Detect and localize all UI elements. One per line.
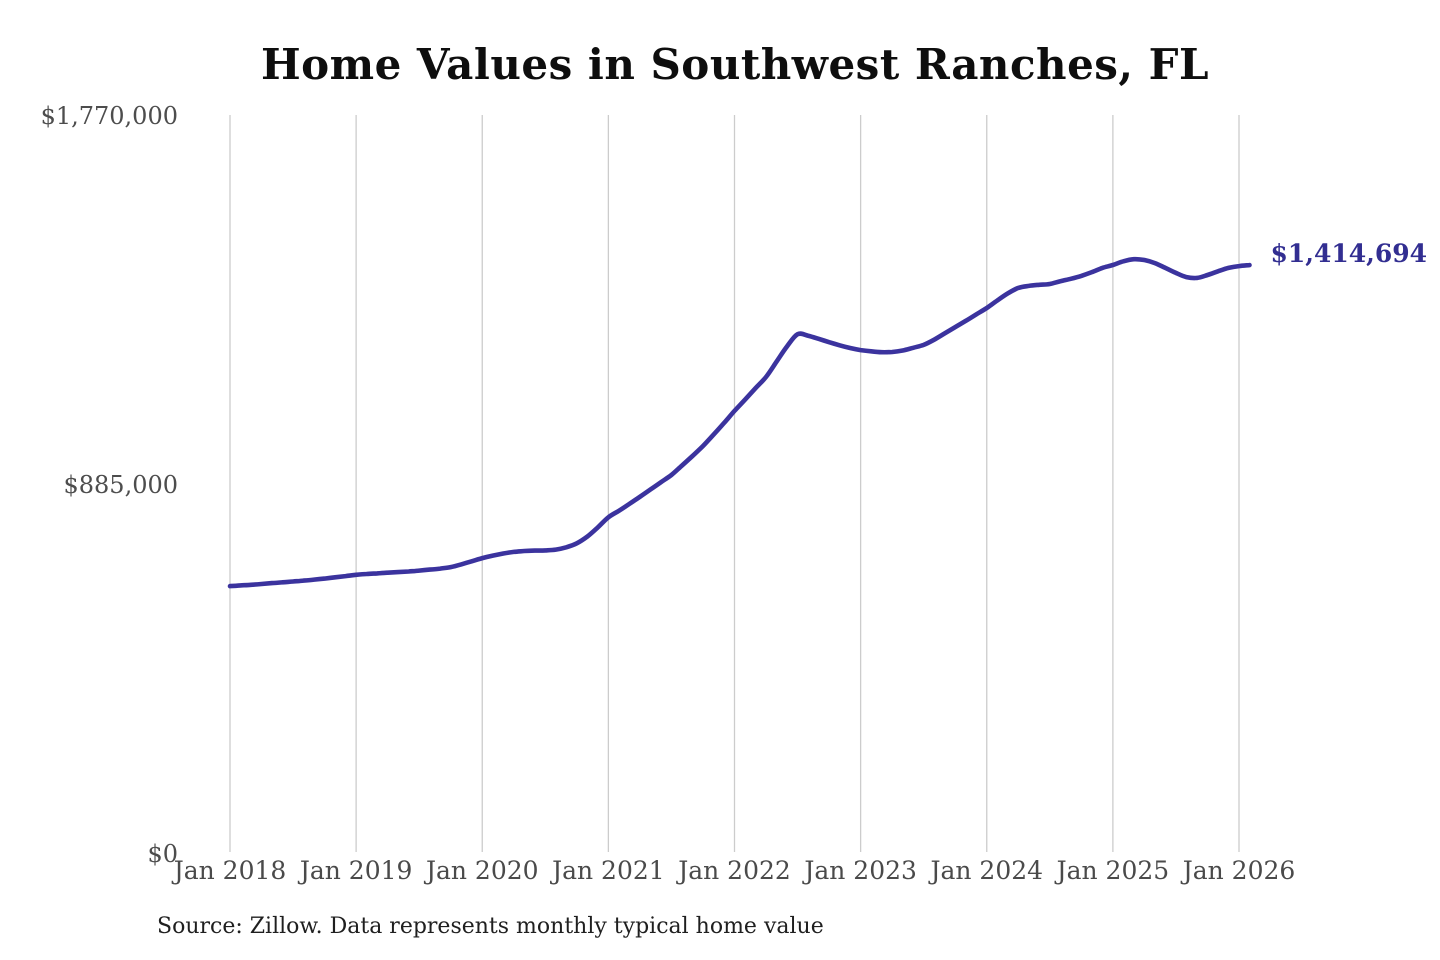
x-tick-label: Jan 2021 bbox=[552, 856, 665, 885]
x-tick-label: Jan 2023 bbox=[804, 856, 917, 885]
y-tick-label: $885,000 bbox=[63, 471, 178, 499]
x-tick-label: Jan 2024 bbox=[930, 856, 1044, 885]
x-tick-label: Jan 2025 bbox=[1056, 856, 1170, 885]
x-tick-label: Jan 2019 bbox=[299, 856, 413, 885]
x-tick-label: Jan 2018 bbox=[173, 856, 287, 885]
x-tick-label: Jan 2022 bbox=[678, 856, 791, 885]
home-value-line bbox=[227, 256, 1252, 589]
latest-value-label: $1,414,694 bbox=[1270, 239, 1428, 269]
y-tick-label: $1,770,000 bbox=[40, 102, 178, 130]
source-note: Source: Zillow. Data represents monthly … bbox=[157, 914, 824, 939]
chart-title: Home Values in Southwest Ranches, FL bbox=[260, 40, 1210, 89]
y-tick-label: $0 bbox=[147, 840, 178, 868]
x-tick-label: Jan 2020 bbox=[425, 856, 539, 885]
x-tick-label: Jan 2026 bbox=[1182, 856, 1296, 885]
